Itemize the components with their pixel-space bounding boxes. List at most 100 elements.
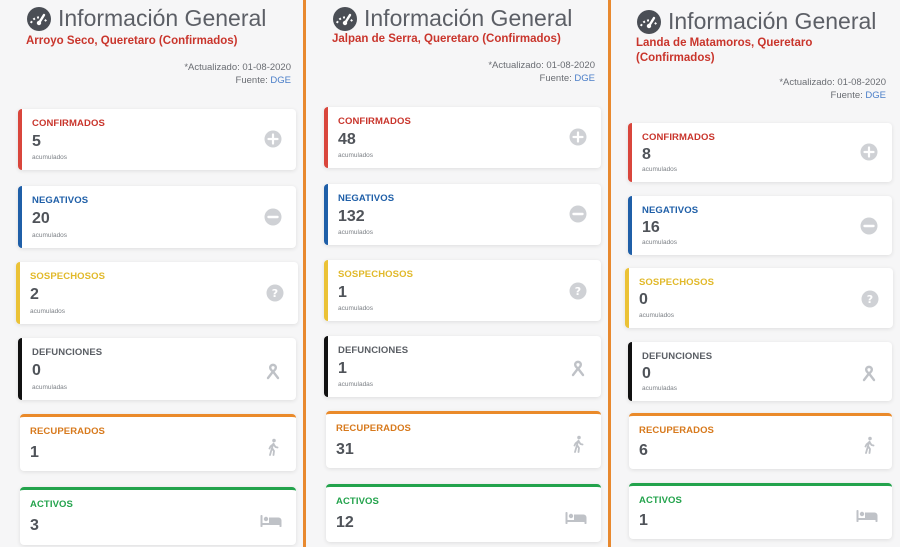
card-value: 8 xyxy=(642,146,651,163)
card-value: 0 xyxy=(642,365,651,382)
card-label: SOSPECHOSOS xyxy=(639,277,715,288)
panel-jalpan-de-serra: Información General Jalpan de Serra, Que… xyxy=(306,0,608,547)
gauge-icon xyxy=(27,6,51,31)
card-value: 1 xyxy=(30,444,39,461)
bed-icon xyxy=(260,515,282,527)
card-label: RECUPERADOS xyxy=(336,423,411,434)
card-sub: acumulados xyxy=(639,312,675,319)
minus-circle-icon xyxy=(569,205,587,223)
minus-circle-icon xyxy=(860,217,878,235)
card-label: RECUPERADOS xyxy=(639,425,714,436)
updated-date: *Actualizado: 01-08-2020 xyxy=(779,77,886,88)
minus-circle-icon xyxy=(264,208,282,226)
card-value: 0 xyxy=(32,362,41,379)
card-sub: acumuladas xyxy=(338,381,374,388)
panel-header: Información General xyxy=(26,5,303,32)
update-info: *Actualizado: 01-08-2020 Fuente: DGE xyxy=(184,61,291,87)
question-circle-icon: ? xyxy=(569,282,587,300)
card-label: SOSPECHOSOS xyxy=(30,271,106,282)
card-value: 5 xyxy=(32,133,41,150)
ribbon-icon xyxy=(266,363,280,380)
source-label: Fuente: xyxy=(539,73,572,84)
card-value: 31 xyxy=(336,441,354,458)
updated-date: *Actualizado: 01-08-2020 xyxy=(184,62,291,73)
walking-icon xyxy=(573,435,584,453)
card-value: 1 xyxy=(338,360,347,377)
location-title: Jalpan de Serra, Queretaro (Confirmados) xyxy=(332,33,561,45)
card-confirmados: CONFIRMADOS 8 acumulados xyxy=(628,123,892,182)
card-sospechosos: SOSPECHOSOS 1 acumulados ? xyxy=(324,260,601,321)
walking-icon xyxy=(268,438,279,456)
card-sub: acumulados xyxy=(642,239,678,246)
card-defunciones: DEFUNCIONES 1 acumuladas xyxy=(324,336,601,397)
card-value: 16 xyxy=(642,219,660,236)
question-circle-icon: ? xyxy=(861,290,879,308)
plus-circle-icon xyxy=(264,130,282,148)
card-label: CONFIRMADOS xyxy=(32,118,105,129)
location-line-2: (Confirmados) xyxy=(636,52,715,64)
card-confirmados: CONFIRMADOS 5 acumulados xyxy=(18,109,296,170)
card-label: DEFUNCIONES xyxy=(642,351,713,362)
card-value: 1 xyxy=(639,512,648,529)
card-label: SOSPECHOSOS xyxy=(338,269,414,280)
card-value: 6 xyxy=(639,442,648,459)
card-value: 1 xyxy=(338,284,347,301)
card-sub: acumulados xyxy=(338,305,374,312)
card-sub: acumulados xyxy=(338,229,374,236)
source-link[interactable]: DGE xyxy=(574,73,595,84)
page-title: Información General xyxy=(58,5,267,31)
card-activos: ACTIVOS 3 xyxy=(20,487,296,545)
card-label: ACTIVOS xyxy=(639,495,682,506)
card-value: 132 xyxy=(338,208,365,225)
source-link[interactable]: DGE xyxy=(270,75,291,86)
card-recuperados: RECUPERADOS 1 xyxy=(20,414,296,471)
update-info: *Actualizado: 01-08-2020 Fuente: DGE xyxy=(488,59,595,85)
card-label: CONFIRMADOS xyxy=(338,116,411,127)
walking-icon xyxy=(864,436,875,454)
page-title: Información General xyxy=(668,8,877,34)
panel-separator xyxy=(303,0,306,547)
plus-circle-icon xyxy=(860,143,878,161)
ribbon-icon xyxy=(571,360,585,377)
card-label: ACTIVOS xyxy=(30,499,73,510)
card-activos: ACTIVOS 12 xyxy=(326,484,601,542)
svg-text:?: ? xyxy=(575,285,581,298)
card-value: 3 xyxy=(30,517,39,534)
card-defunciones: DEFUNCIONES 0 acumuladas xyxy=(628,342,892,401)
card-sub: acumulados xyxy=(30,308,66,315)
source-label: Fuente: xyxy=(830,90,863,101)
svg-text:?: ? xyxy=(867,293,873,306)
card-sub: acumuladas xyxy=(642,385,678,392)
card-value: 0 xyxy=(639,291,648,308)
card-label: CONFIRMADOS xyxy=(642,132,715,143)
panel-arroyo-seco: Información General Arroyo Seco, Quereta… xyxy=(0,0,303,547)
panel-separator xyxy=(608,0,611,547)
bed-icon xyxy=(856,510,878,522)
location-title: Landa de Matamoros, Queretaro (Confirmad… xyxy=(636,36,812,66)
panel-landa-de-matamoros: Información General Landa de Matamoros, … xyxy=(611,0,900,547)
gauge-icon xyxy=(333,6,357,31)
card-defunciones: DEFUNCIONES 0 acumuladas xyxy=(18,338,296,400)
card-recuperados: RECUPERADOS 6 xyxy=(629,413,892,469)
card-label: DEFUNCIONES xyxy=(32,347,103,358)
ribbon-icon xyxy=(862,365,876,382)
source-link[interactable]: DGE xyxy=(865,90,886,101)
card-recuperados: RECUPERADOS 31 xyxy=(326,411,601,468)
card-label: NEGATIVOS xyxy=(642,205,699,216)
card-label: ACTIVOS xyxy=(336,496,379,507)
updated-date: *Actualizado: 01-08-2020 xyxy=(488,60,595,71)
card-sub: acumulados xyxy=(338,152,374,159)
card-negativos: NEGATIVOS 20 acumulados xyxy=(18,186,296,248)
page-title: Información General xyxy=(364,5,573,31)
card-sub: acumulados xyxy=(32,154,68,161)
gauge-icon xyxy=(637,9,661,34)
svg-text:?: ? xyxy=(272,287,278,300)
card-sub: acumulados xyxy=(642,166,678,173)
card-sospechosos: SOSPECHOSOS 0 acumulados ? xyxy=(625,268,893,328)
update-info: *Actualizado: 01-08-2020 Fuente: DGE xyxy=(779,76,886,102)
location-line-1: Landa de Matamoros, Queretaro xyxy=(636,37,813,49)
card-label: NEGATIVOS xyxy=(32,195,89,206)
question-circle-icon: ? xyxy=(266,284,284,302)
card-sub: acumulados xyxy=(32,232,68,239)
card-label: NEGATIVOS xyxy=(338,193,395,204)
